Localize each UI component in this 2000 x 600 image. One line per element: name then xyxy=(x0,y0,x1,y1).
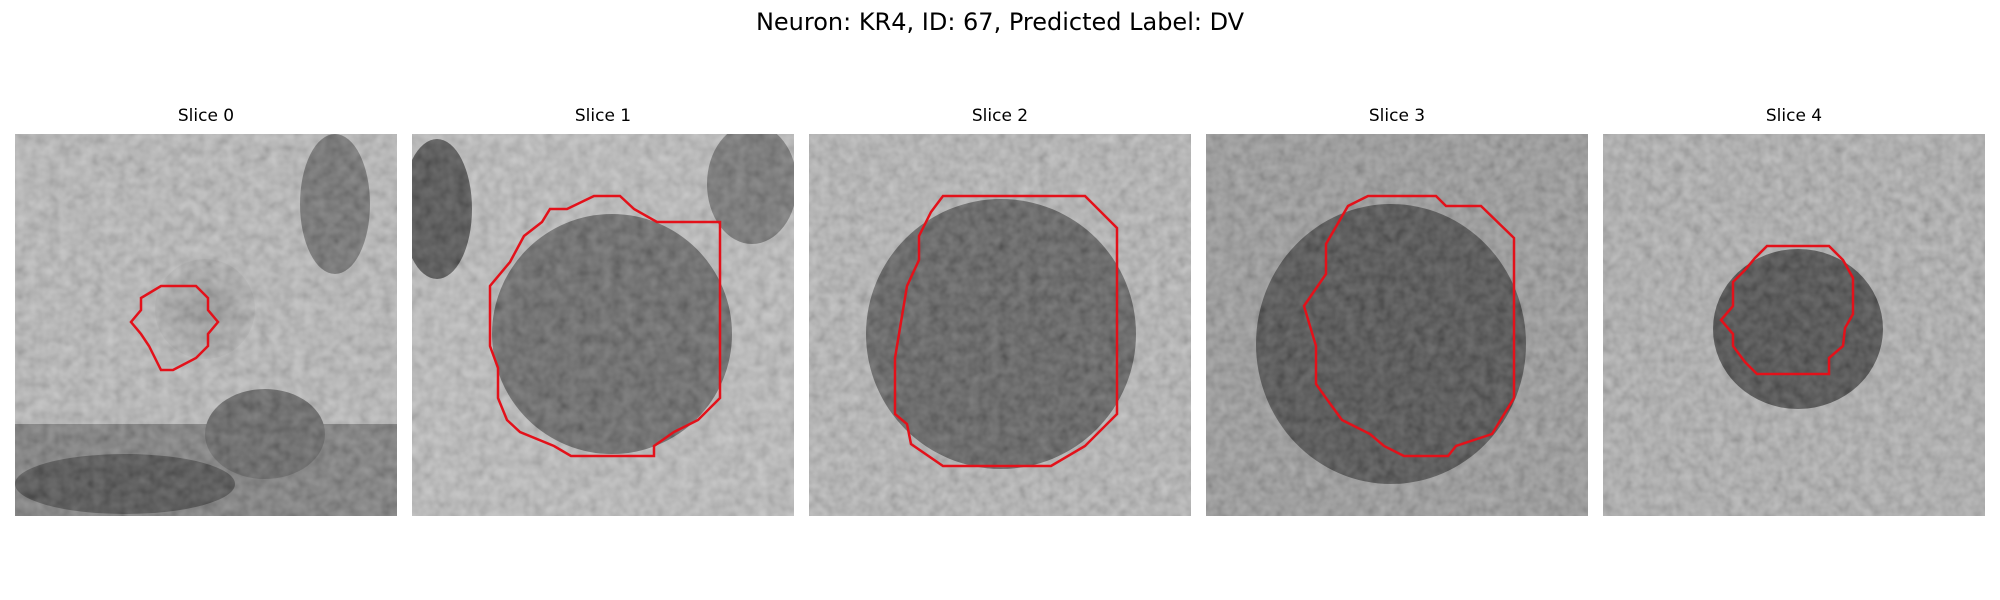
slice-title: Slice 2 xyxy=(971,106,1029,126)
slice-panel-3: Slice 3 xyxy=(1206,106,1588,522)
roi-contour xyxy=(488,194,722,458)
roi-contour xyxy=(1302,194,1516,458)
slice-panel-4: Slice 4 xyxy=(1603,106,1985,522)
figure-title: Neuron: KR4, ID: 67, Predicted Label: DV xyxy=(755,8,1245,36)
slice-panel-2: Slice 2 xyxy=(809,106,1191,522)
slice-title: Slice 0 xyxy=(177,106,235,126)
slice-image xyxy=(412,134,794,516)
slice-image xyxy=(1603,134,1985,516)
slice-panel-0: Slice 0 xyxy=(15,106,397,522)
roi-contour xyxy=(1719,244,1855,376)
roi-contour xyxy=(129,284,220,372)
slice-image xyxy=(1206,134,1588,516)
slice-image xyxy=(809,134,1191,516)
slice-image xyxy=(15,134,397,516)
slice-title: Slice 3 xyxy=(1368,106,1426,126)
roi-contour xyxy=(893,194,1119,468)
slice-title: Slice 4 xyxy=(1765,106,1823,126)
slice-panel-1: Slice 1 xyxy=(412,106,794,522)
slice-title: Slice 1 xyxy=(574,106,632,126)
